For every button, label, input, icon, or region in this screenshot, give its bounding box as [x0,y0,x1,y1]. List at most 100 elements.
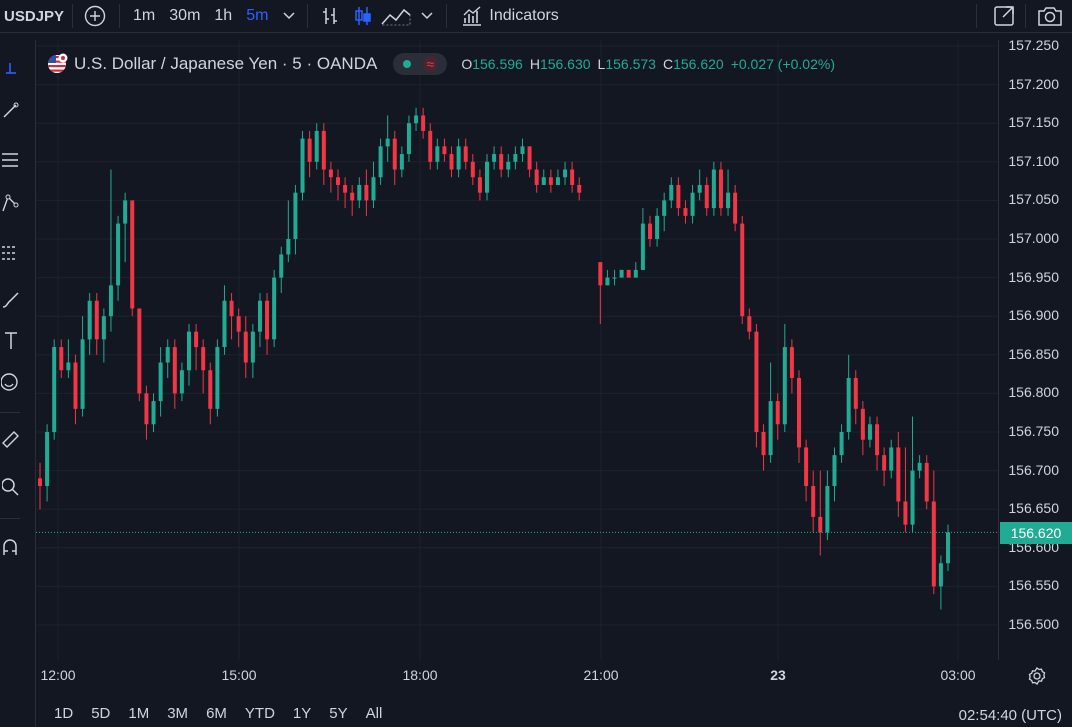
candle [399,146,404,178]
candle-body [804,447,809,487]
candle [187,323,191,386]
candle-body [428,130,433,162]
candle-body [250,331,255,363]
candle [314,123,319,170]
candle [775,393,780,440]
candle [378,138,383,185]
candle [229,293,234,340]
candle-body [94,300,99,340]
price-axis-label: 156.500 [1008,616,1059,632]
chart-type-dropdown-button[interactable] [414,0,440,32]
candle [534,161,539,193]
candle [328,161,333,193]
candle [300,130,305,201]
candle-body [385,138,390,147]
zoom-in-icon [2,478,19,496]
market-status-pill[interactable]: ≈ [393,53,448,75]
symbol-title[interactable]: U.S. Dollar / Japanese Yen · 5 · OANDA [74,54,378,73]
utc-clock[interactable]: 02:54:40 (UTC) [958,707,1062,724]
candle [123,192,128,263]
candle [201,339,206,394]
candles-style-button[interactable] [348,0,378,32]
measure-tool-button[interactable] [0,424,22,452]
candle [938,555,943,610]
time-label: 03:00 [940,667,976,683]
text-tool-button[interactable] [0,326,22,354]
range-all-button[interactable]: All [365,705,383,722]
prediction-tool-button[interactable] [0,238,22,266]
candle-body [236,316,241,332]
range-5d-button[interactable]: 5D [91,705,111,722]
candle [846,354,851,440]
candle-body [272,277,277,340]
candle-body [867,424,872,440]
bars-style-button[interactable] [312,0,348,32]
magnet-tool-button[interactable] [0,534,22,562]
symbol-search-button[interactable]: USDJPY [4,7,65,25]
candle-body [555,177,560,185]
candle [867,416,872,448]
settings-gear-icon[interactable] [1027,666,1047,686]
candle-body [832,455,837,487]
range-3m-button[interactable]: 3M [167,705,189,722]
candle [343,177,348,209]
smiley-icon [1,373,18,391]
candle-body [194,331,199,348]
candle-body [938,563,943,587]
candle-body [605,277,610,286]
candle [669,177,674,209]
candle [477,169,482,201]
candle-body [669,184,674,201]
candle-body [825,486,830,533]
candle [633,262,638,278]
emoji-tool-button[interactable] [0,368,22,396]
candle [307,130,312,178]
range-ytd-button[interactable]: YTD [244,705,275,722]
time-label-day: 23 [770,667,786,683]
candle-body [265,300,270,340]
interval-5m-button[interactable]: 5m [246,7,269,24]
zoom-tool-button[interactable] [0,472,22,500]
range-6m-button[interactable]: 6M [206,705,227,722]
range-1y-button[interactable]: 1Y [292,705,312,722]
indicators-button[interactable]: Indicators [461,0,559,32]
price-chart[interactable] [36,40,1072,660]
fib-tool-button[interactable] [0,146,22,174]
area-style-button[interactable] [378,0,414,32]
trend-line-icon [3,102,19,118]
candle-body [676,184,681,209]
candle [414,107,419,131]
range-1d-button[interactable]: 1D [54,705,74,722]
candle [563,161,568,185]
brush-tool-button[interactable] [0,286,22,314]
candle-body [570,169,575,185]
range-1m-button[interactable]: 1M [128,705,150,722]
candle-body [336,177,340,185]
candle [619,269,624,278]
candle-body [619,269,624,278]
candle [194,323,199,371]
interval-dropdown-button[interactable] [275,0,303,32]
candle-body [343,184,348,193]
fullscreen-button[interactable] [988,0,1020,32]
candle-body [314,130,319,162]
candle [655,208,660,247]
interval-30m-button[interactable]: 30m [169,7,201,24]
candle-body [449,154,454,170]
trend-line-tool-button[interactable] [0,96,22,124]
high-key: H [529,56,540,72]
candle-body [711,169,716,209]
pattern-tool-button[interactable] [0,190,22,218]
interval-1h-button[interactable]: 1h [214,7,233,24]
interval-1m-button[interactable]: 1m [133,7,156,24]
range-5y-button[interactable]: 5Y [329,705,348,722]
candle-body [740,223,745,317]
candle-body [846,377,851,432]
candle-body [761,432,766,456]
drawing-toolbar [0,40,22,727]
cursor-tool-button[interactable] [0,52,22,80]
market-open-dot [403,60,412,68]
snapshot-button[interactable] [1034,0,1066,32]
compare-add-symbol-button[interactable] [73,0,117,32]
price-axis-label: 157.150 [1008,114,1059,131]
